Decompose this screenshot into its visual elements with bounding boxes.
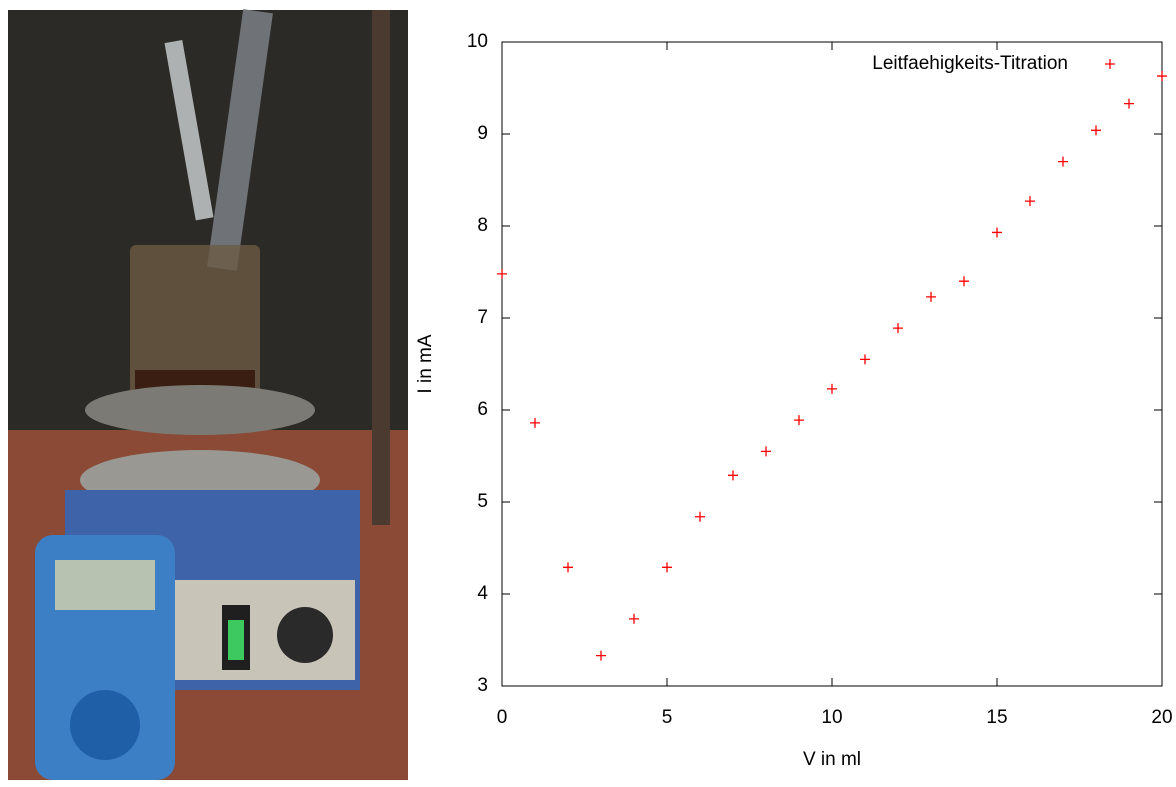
data-point (959, 276, 969, 287)
burette (164, 39, 214, 221)
y-tick-label: 8 (477, 215, 488, 236)
data-point (1091, 125, 1101, 136)
x-tick-label: 20 (1151, 707, 1172, 728)
data-point (662, 562, 672, 573)
data-point (497, 268, 507, 279)
data-point (992, 227, 1002, 238)
knob (277, 607, 333, 663)
data-point (563, 562, 573, 573)
beaker (130, 245, 260, 405)
y-tick-label: 10 (467, 31, 488, 52)
y-axis-label: I in mA (415, 334, 436, 393)
data-point (695, 511, 705, 522)
data-point (926, 291, 936, 302)
stand-rod (372, 10, 390, 525)
data-point (893, 323, 903, 334)
data-point (1058, 156, 1068, 167)
y-tick-label: 3 (477, 675, 488, 696)
legend-marker (1105, 59, 1115, 69)
multimeter-display (55, 560, 155, 610)
data-point (1124, 98, 1134, 109)
data-point (761, 446, 771, 457)
legend-label: Leitfaehigkeits-Titration (872, 53, 1068, 74)
data-point (827, 383, 837, 394)
switch-light (228, 620, 244, 660)
y-tick-label: 4 (477, 583, 488, 604)
x-tick-label: 15 (986, 707, 1007, 728)
x-tick-label: 0 (497, 707, 508, 728)
hotplate-top (85, 385, 315, 435)
photo (8, 9, 408, 780)
x-axis-label: V in ml (803, 749, 861, 770)
electrode (207, 9, 273, 271)
data-point (629, 613, 639, 624)
y-tick-label: 6 (477, 399, 488, 420)
x-tick-label: 10 (821, 707, 842, 728)
y-tick-label: 7 (477, 307, 488, 328)
multimeter-dial (70, 690, 140, 760)
data-point (728, 470, 738, 481)
data-point (530, 417, 540, 428)
x-tick-label: 5 (662, 707, 673, 728)
y-tick-label: 9 (477, 123, 488, 144)
data-point (794, 415, 804, 426)
data-point (1157, 71, 1167, 82)
data-point (596, 650, 606, 661)
plot-frame (501, 41, 1163, 687)
data-point (860, 354, 870, 365)
data-point (1025, 196, 1035, 207)
y-tick-label: 5 (477, 491, 488, 512)
